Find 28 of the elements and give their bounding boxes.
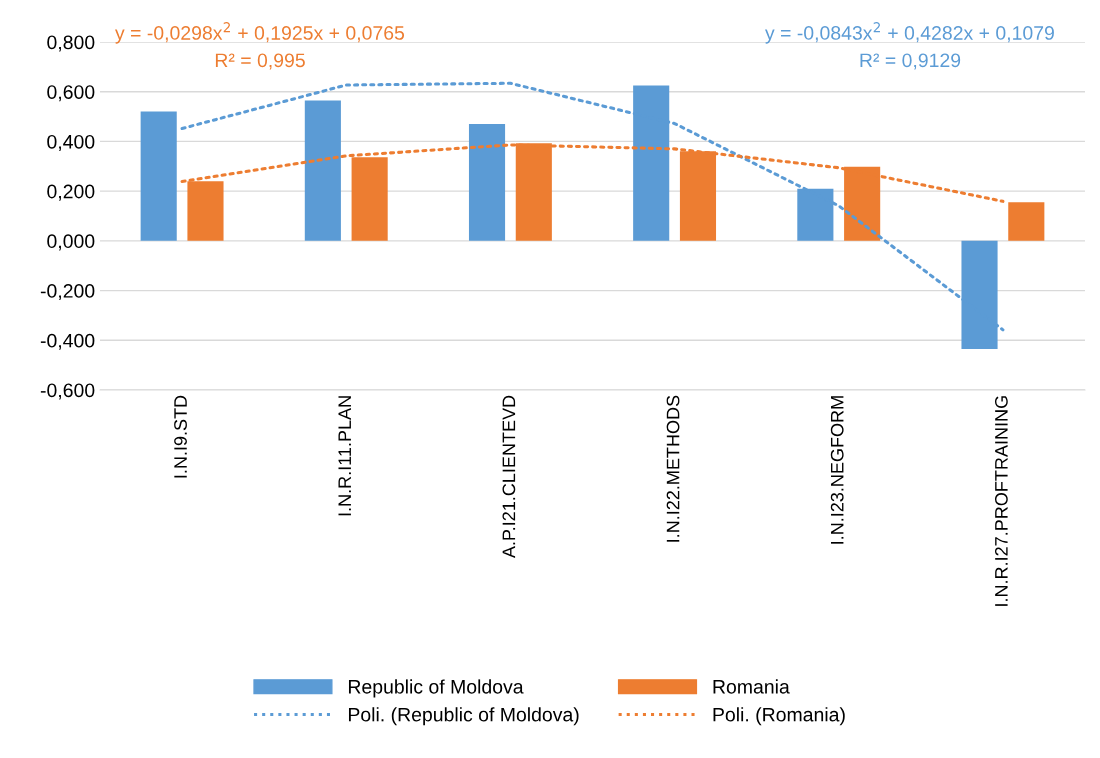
x-tick-label: I.N.I23.NEGFORM xyxy=(830,396,844,544)
y-tick-label: 0,600 xyxy=(47,85,95,102)
x-tick-label: I.N.R.I11.PLAN xyxy=(338,396,351,516)
annotation: y = -0,0298x$^{2}$ + 0,1925x + 0,0765 xyxy=(114,22,405,44)
bar xyxy=(304,100,341,241)
y-tick-label: 0,800 xyxy=(47,35,95,52)
x-tick-label: A.P.I21.CLIENTEVD xyxy=(502,395,516,559)
legend-label: Poli. (Romania) xyxy=(713,707,845,726)
bar xyxy=(633,85,670,241)
bar xyxy=(140,111,177,241)
legend-label: Republic of Moldova xyxy=(348,679,524,698)
x-tick-label: I.N.R.I27.PROFTRAINING xyxy=(994,396,1008,606)
annotation: R² = 0,9129 xyxy=(860,53,961,70)
y-tick-label: -0,400 xyxy=(40,333,95,350)
bar xyxy=(468,124,506,241)
y-tick-label: -0,600 xyxy=(40,383,95,400)
y-tick-label: 0,400 xyxy=(47,134,95,151)
bar xyxy=(1008,202,1045,241)
annotation: R² = 0,995 xyxy=(215,53,305,70)
bar xyxy=(797,188,834,241)
annotation: y = -0,0843x$^{2}$ + 0,4282x + 0,1079 xyxy=(764,22,1054,44)
y-tick-label: 0,000 xyxy=(47,234,95,251)
x-tick-label: I.N.I9.STD xyxy=(174,395,187,478)
y-tick-label: 0,200 xyxy=(47,184,95,201)
legend-label: Romania xyxy=(713,679,790,694)
legend-label: Poli. (Republic of Moldova) xyxy=(348,707,579,726)
x-tick-label: I.N.I22.METHODS xyxy=(666,395,680,542)
y-tick-label: -0,200 xyxy=(40,284,95,301)
